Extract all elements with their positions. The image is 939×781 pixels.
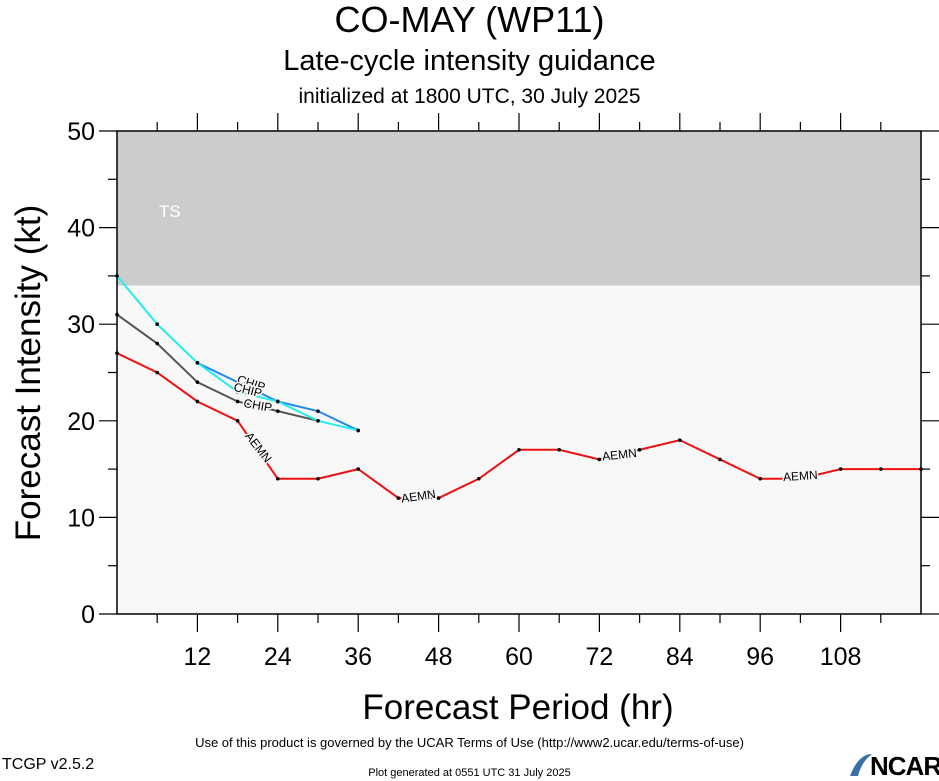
series-point-0 — [316, 476, 320, 481]
series-point-0 — [838, 467, 843, 471]
series-point-0 — [919, 467, 923, 471]
series-point-1 — [276, 409, 280, 413]
x-tick-label: 108 — [820, 643, 862, 671]
series-point-0 — [396, 496, 401, 500]
version-label: TCGP v2.5.2 — [2, 756, 95, 773]
series-point-0 — [597, 457, 602, 462]
x-tick-label: 36 — [344, 643, 372, 671]
x-tick-label: 60 — [505, 643, 533, 671]
ncar-logo-text: NCAR — [870, 751, 939, 781]
init-time: initialized at 1800 UTC, 30 July 2025 — [298, 85, 641, 108]
series-point-3 — [276, 399, 280, 404]
series-point-2 — [316, 409, 320, 413]
y-tick-label: 30 — [67, 311, 95, 339]
x-tick-label: 96 — [746, 643, 774, 671]
series-point-3 — [155, 322, 159, 327]
x-tick-label: 48 — [425, 643, 453, 671]
y-tick-label: 50 — [67, 118, 95, 146]
ncar-swoosh-icon — [850, 754, 872, 776]
series-point-0 — [879, 467, 883, 471]
series-point-0 — [718, 457, 722, 462]
series-label: CHIP — [243, 396, 274, 415]
series-point-1 — [155, 341, 159, 346]
ncar-logo: NCAR — [848, 750, 939, 780]
series-point-3 — [356, 428, 361, 433]
series-point-0 — [356, 467, 361, 471]
series-label: AEMN — [400, 487, 436, 506]
x-axis-label: Forecast Period (hr) — [362, 688, 673, 727]
series-point-0 — [276, 476, 280, 481]
series-point-0 — [436, 496, 441, 500]
series-point-0 — [758, 476, 762, 481]
series-point-0 — [557, 447, 561, 452]
series-point-0 — [637, 447, 642, 452]
x-tick-label: 24 — [264, 643, 292, 671]
series-point-0 — [235, 419, 240, 423]
y-tick-label: 0 — [81, 601, 95, 629]
series-point-3 — [195, 361, 200, 365]
series-point-3 — [316, 419, 320, 423]
series-point-0 — [195, 399, 200, 404]
series-point-3 — [115, 274, 119, 278]
series-point-3 — [235, 390, 240, 394]
series-point-0 — [517, 447, 521, 452]
ts-band — [117, 131, 921, 286]
chart-subtitle: Late-cycle intensity guidance — [283, 45, 656, 77]
series-point-0 — [477, 476, 481, 481]
series-point-2 — [235, 380, 240, 384]
y-tick-label: 20 — [67, 408, 95, 436]
series-label: AEMN — [783, 468, 819, 484]
x-tick-label: 84 — [666, 643, 694, 671]
series-label: AEMN — [601, 446, 637, 464]
x-tick-label: 12 — [183, 643, 211, 671]
series-point-0 — [155, 370, 159, 375]
chart-title: CO-MAY (WP11) — [334, 0, 605, 40]
series-point-1 — [235, 399, 240, 404]
series-point-0 — [678, 438, 682, 442]
terms-of-use-text: Use of this product is governed by the U… — [195, 735, 744, 750]
y-tick-label: 40 — [67, 215, 95, 243]
y-tick-label: 10 — [67, 504, 95, 532]
series-line-1 — [116, 313, 319, 422]
series-point-1 — [195, 380, 200, 384]
series-point-1 — [115, 312, 119, 317]
y-axis-label: Forecast Intensity (kt) — [9, 205, 48, 541]
series-point-0 — [798, 476, 803, 481]
generated-time: Plot generated at 0551 UTC 31 July 2025 — [368, 767, 571, 779]
x-tick-label: 72 — [585, 643, 613, 671]
ts-band-label: TS — [159, 202, 181, 221]
series-point-0 — [115, 351, 119, 355]
